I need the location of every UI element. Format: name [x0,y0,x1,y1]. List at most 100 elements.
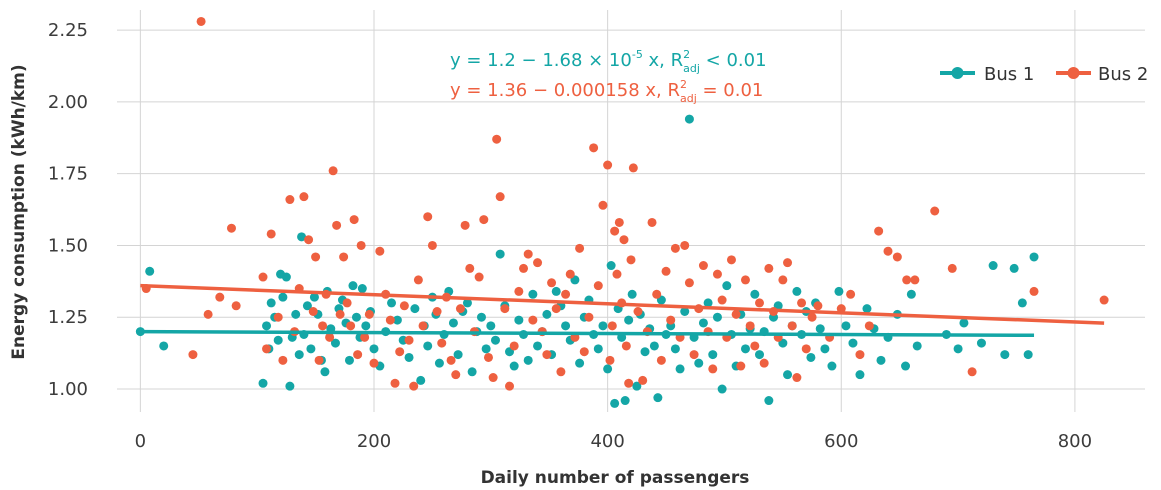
x-axis-title: Daily number of passengers [481,468,750,488]
bus2-point [884,247,893,256]
bus2-point [343,298,352,307]
bus1-point [764,396,773,405]
bus1-point [708,350,717,359]
y-tick-label: 1.75 [48,164,88,185]
bus2-point [350,215,359,224]
bus1-point [816,324,825,333]
bus1-point [295,350,304,359]
bus1-point [806,353,815,362]
bus2-point [315,356,324,365]
bus2-point [227,224,236,233]
bus2-point [797,298,806,307]
bus1-point [1018,298,1027,307]
bus1-point [650,341,659,350]
y-tick-label: 1.00 [48,379,88,400]
bus2-point [902,275,911,284]
bus1-point [514,316,523,325]
bus2-point [423,212,432,221]
y-tick-label: 2.00 [48,92,88,113]
x-tick-label: 0 [135,431,146,452]
bus2-point [259,273,268,282]
bus1-point [855,370,864,379]
bus2-point [475,273,484,282]
bus1-point [524,356,533,365]
bus1-point [1024,350,1033,359]
bus1-point [598,321,607,330]
bus2-point [778,275,787,284]
bus2-point [353,350,362,359]
bus2-point [451,370,460,379]
bus2-point [1100,296,1109,305]
bus1-point [159,341,168,350]
bus2-point [865,321,874,330]
bus1-point [267,298,276,307]
bus2-point [197,17,206,26]
bus2-point [505,382,514,391]
bus2-point [325,333,334,342]
bus2-point [311,252,320,261]
bus2-point [638,376,647,385]
bus2-point [808,313,817,322]
bus2-point [792,373,801,382]
bus1-point [575,359,584,368]
bus2-point [386,316,395,325]
bus2-point [598,201,607,210]
bus1-point [594,344,603,353]
bus2-point [666,316,675,325]
bus2-point [746,321,755,330]
bus2-point [267,229,276,238]
bus2-point [552,304,561,313]
bus1-point [510,362,519,371]
bus1-point [482,344,491,353]
bus2-point [930,207,939,216]
y-tick-label: 1.25 [48,307,88,328]
bus1-point [370,344,379,353]
bus1-point [694,359,703,368]
bus1-point [262,321,271,330]
bus1-point [624,316,633,325]
bus1-point [741,344,750,353]
bus1-point [907,290,916,299]
bus2-point [465,264,474,273]
bus2-point [802,344,811,353]
bus1-point [291,310,300,319]
bus2-point [339,252,348,261]
bus1-point [423,341,432,350]
bus1-point [352,313,361,322]
bus2-point [556,367,565,376]
bus1-point [454,350,463,359]
bus1-point [718,385,727,394]
bus2-point [332,221,341,230]
bus1-point [552,287,561,296]
legend-bus2-label: Bus 2 [1098,64,1148,85]
bus2-point [610,227,619,236]
bus2-point [718,296,727,305]
bus2-point [622,341,631,350]
bus2-point [215,293,224,302]
bus2-point [304,235,313,244]
bus1-point [848,339,857,348]
bus2-point [395,347,404,356]
bus1-point [468,367,477,376]
bus1-point [713,313,722,322]
bus1-point [841,321,850,330]
bus1-point [641,347,650,356]
bus2-point [910,275,919,284]
x-tick-label: 600 [824,431,858,452]
bus1-point [607,261,616,270]
legend-bus1-label: Bus 1 [984,64,1034,85]
bus1-point [610,399,619,408]
bus1-point [671,344,680,353]
bus2-point [365,310,374,319]
bus2-point [619,235,628,244]
bus2-point [357,241,366,250]
bus1-point [628,290,637,299]
bus2-point [500,304,509,313]
bus1-point [755,350,764,359]
bus2-point [874,227,883,236]
bus1-point [358,284,367,293]
bus1-point [685,115,694,124]
bus2-point [680,241,689,250]
bus1-point [621,396,630,405]
